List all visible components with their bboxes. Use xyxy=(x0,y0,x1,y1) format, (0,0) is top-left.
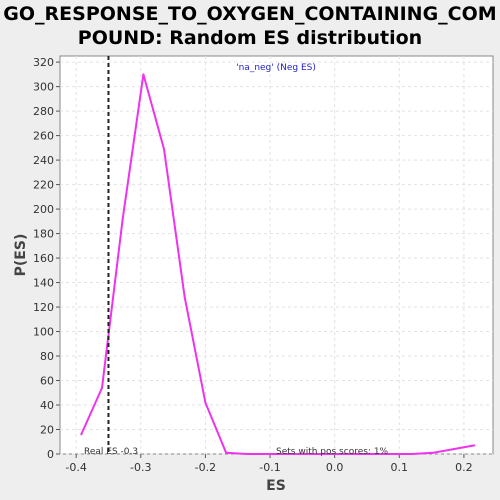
data-point xyxy=(204,401,207,404)
data-point xyxy=(80,433,83,436)
data-point xyxy=(245,453,248,455)
y-tick-label: 40 xyxy=(40,399,54,412)
y-tick-label: 300 xyxy=(33,81,54,94)
y-tick-label: 220 xyxy=(33,179,54,192)
y-tick-label: 0 xyxy=(47,448,54,461)
x-tick-label: -0.2 xyxy=(195,461,216,474)
y-axis-ticks: 0 20 40 60 80 100 120 140 160 180 200 220 240 260 280 3… xyxy=(33,56,60,461)
chart-title-line1: GO_RESPONSE_TO_OXYGEN_CONTAINING_COM xyxy=(3,3,497,25)
x-tick-label: -0.1 xyxy=(259,461,280,474)
data-point xyxy=(101,386,104,389)
y-tick-label: 20 xyxy=(40,424,54,437)
data-point xyxy=(225,451,228,454)
data-point xyxy=(452,448,455,451)
data-point xyxy=(266,453,269,455)
y-tick-label: 80 xyxy=(40,350,54,363)
x-axis-ticks: -0.4 -0.3 -0.2 -0.1 0.0 0.1 0.2 xyxy=(65,454,473,474)
data-point xyxy=(349,453,352,455)
data-point xyxy=(369,453,372,455)
y-tick-label: 320 xyxy=(33,56,54,69)
y-tick-label: 100 xyxy=(33,326,54,339)
data-point xyxy=(328,453,331,455)
grid-lines xyxy=(60,56,493,455)
real-es-label: Real ES -0.3 xyxy=(84,447,138,457)
pos-scores-annotation: Sets with pos scores: 1% xyxy=(276,447,389,457)
x-tick-label: 0.0 xyxy=(326,461,344,474)
data-point xyxy=(473,444,476,447)
data-point xyxy=(121,217,124,220)
y-tick-label: 140 xyxy=(33,277,54,290)
data-point xyxy=(431,451,434,454)
chart-title-line2: POUND: Random ES distribution xyxy=(77,27,423,49)
y-tick-label: 280 xyxy=(33,105,54,118)
data-point xyxy=(163,148,166,151)
x-tick-label: -0.4 xyxy=(65,461,86,474)
x-tick-label: 0.1 xyxy=(391,461,409,474)
data-point xyxy=(183,296,186,299)
y-tick-label: 160 xyxy=(33,252,54,265)
y-tick-label: 180 xyxy=(33,228,54,241)
y-axis-label: P(ES) xyxy=(13,234,29,277)
data-point xyxy=(411,453,414,455)
x-tick-label: -0.3 xyxy=(130,461,151,474)
y-tick-label: 200 xyxy=(33,203,54,216)
data-point xyxy=(142,73,145,76)
y-tick-label: 120 xyxy=(33,301,54,314)
y-tick-label: 240 xyxy=(33,154,54,167)
series-line xyxy=(80,73,475,455)
legend-label: 'na_neg' (Neg ES) xyxy=(236,63,316,73)
data-point xyxy=(307,453,310,455)
y-tick-label: 60 xyxy=(40,375,54,388)
plot-area xyxy=(59,55,494,455)
data-point xyxy=(390,453,393,455)
y-tick-label: 260 xyxy=(33,130,54,143)
x-tick-label: 0.2 xyxy=(455,461,473,474)
series-layer xyxy=(80,73,476,455)
x-axis-label: ES xyxy=(266,478,286,494)
data-point xyxy=(287,453,290,455)
